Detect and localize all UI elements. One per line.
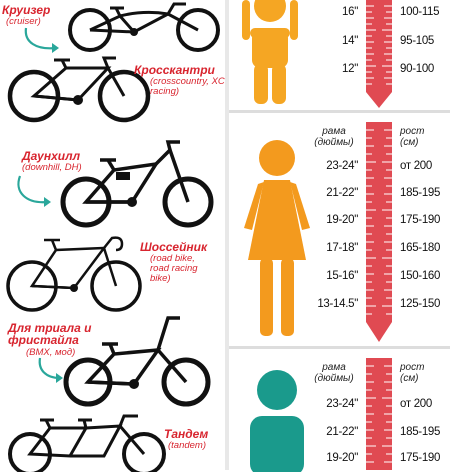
frame-size: 14" <box>342 35 358 47</box>
arrow-icon <box>17 175 51 207</box>
road-bike-icon <box>6 236 142 312</box>
ruler-icon <box>366 0 392 108</box>
cruiser-bike-icon <box>68 2 220 52</box>
height-range: 125-150 <box>400 298 441 310</box>
section-divider <box>229 346 450 349</box>
height-range: 100-115 <box>400 6 440 18</box>
bike-sub-road: (road bike, road racing bike) <box>150 253 198 284</box>
frame-size: 17-18" <box>326 242 358 254</box>
frame-size: 15-16" <box>326 270 358 282</box>
bike-label-downhill: Даунхилл <box>22 149 81 163</box>
frame-column-header: рама (дюймы) <box>314 362 354 384</box>
height-range: 175-190 <box>400 214 441 226</box>
bike-sub-crosscountry: (crosscountry, XC racing) <box>150 76 225 97</box>
bike-label-bmx: Для триала и фристайла <box>8 321 92 347</box>
bike-label-road: Шоссейник <box>140 240 208 254</box>
frame-size: 23-24" <box>326 398 358 410</box>
frame-size: 21-22" <box>326 426 358 438</box>
column-separator <box>225 0 229 470</box>
woman-figure-icon <box>244 140 310 336</box>
ruler-icon <box>366 122 392 342</box>
ruler-icon <box>366 358 392 470</box>
bike-label-cruiser: Круизер <box>2 3 51 17</box>
bike-types-panel: Круизер (cruiser) Кросскантри <box>0 0 225 472</box>
frame-size: 19-20" <box>326 214 358 226</box>
frame-size: 13-14.5" <box>317 298 358 310</box>
frame-size: 19-20" <box>326 452 358 464</box>
bike-sub-tandem: (tandem) <box>168 440 207 451</box>
frame-size: 16" <box>342 6 358 18</box>
tandem-bike-icon <box>8 414 166 472</box>
arrow-icon <box>38 357 63 383</box>
frame-size: 12" <box>342 63 358 75</box>
bike-label-crosscountry: Кросскантри <box>134 63 215 77</box>
height-range: от 200 <box>400 160 432 172</box>
crosscountry-bike-icon <box>7 56 151 123</box>
height-range: 175-190 <box>400 452 441 464</box>
section-divider <box>229 110 450 113</box>
frame-size: 23-24" <box>326 160 358 172</box>
bmx-bike-icon <box>63 316 211 407</box>
frame-column-header: рама (дюймы) <box>314 126 354 148</box>
bike-sub-downhill: (downhill, DH) <box>22 162 82 173</box>
height-range: 90-100 <box>400 63 435 75</box>
bike-label-tandem: Тандем <box>164 427 209 441</box>
frame-size: 21-22" <box>326 187 358 199</box>
bike-sub-cruiser: (cruiser) <box>6 16 41 27</box>
bike-sub-bmx: (BMX, мод) <box>26 347 76 358</box>
arrow-icon <box>24 27 59 53</box>
height-range: от 200 <box>400 398 432 410</box>
height-range: 165-180 <box>400 242 441 254</box>
downhill-bike-icon <box>60 140 214 228</box>
height-range: 95-105 <box>400 35 435 47</box>
height-range: 150-160 <box>400 270 441 282</box>
man-figure-icon <box>250 370 304 472</box>
height-range: 185-195 <box>400 187 441 199</box>
height-column-header: рост (см) <box>400 126 425 148</box>
child-figure-icon <box>242 0 298 104</box>
height-column-header: рост (см) <box>400 362 425 384</box>
height-range: 185-195 <box>400 426 441 438</box>
